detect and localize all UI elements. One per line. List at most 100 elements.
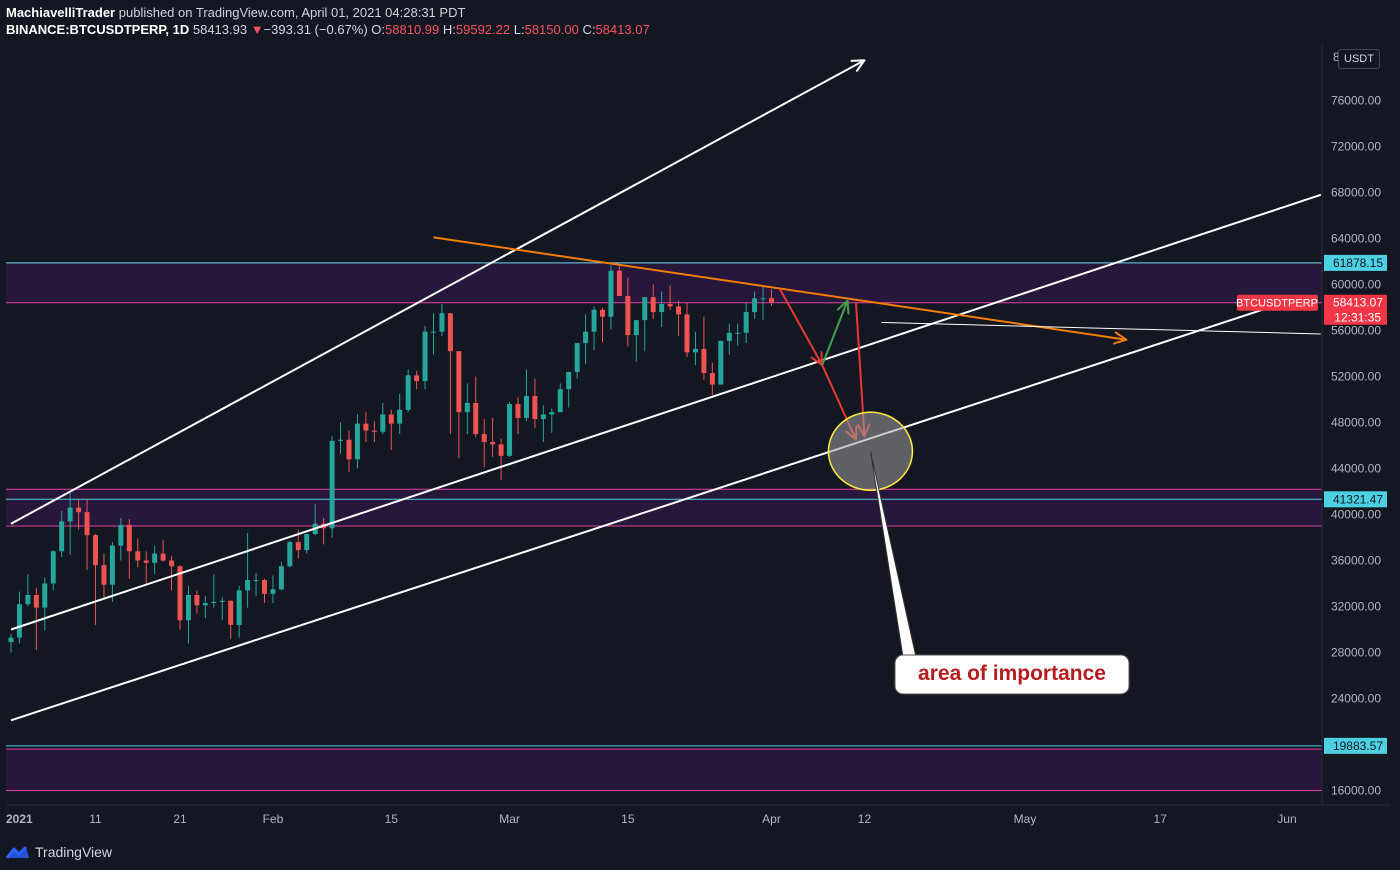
candle-body[interactable] [760,298,766,300]
candle-body[interactable] [431,331,436,333]
descending-resistance-line[interactable] [433,236,1127,341]
candle-body[interactable] [33,595,39,608]
candle-body[interactable] [481,434,487,443]
callout-box[interactable] [894,654,1130,695]
candle-body[interactable] [422,331,428,382]
candle-body[interactable] [701,348,707,374]
candle-body[interactable] [109,545,115,585]
candle-body[interactable] [67,507,73,522]
candle-body[interactable] [202,603,208,606]
candle-body[interactable] [752,298,758,313]
candle-body[interactable] [278,566,284,590]
candle-body[interactable] [650,297,656,313]
candle-body[interactable] [354,423,360,460]
candle-body[interactable] [76,507,82,513]
candle-body[interactable] [346,439,352,460]
candle-body[interactable] [447,313,453,352]
channel-trendline[interactable] [881,321,1321,335]
candle-body[interactable] [245,580,251,591]
red-projection-arrow[interactable] [779,288,824,366]
candle-body[interactable] [574,343,580,372]
callout-text[interactable]: area of importance [918,662,1106,685]
candle-body[interactable] [185,595,191,621]
candle-body[interactable] [743,312,749,333]
candle-body[interactable] [718,340,724,385]
candle-body[interactable] [50,551,56,584]
candle-body[interactable] [126,524,132,552]
candle-body[interactable] [194,595,200,606]
candle-body[interactable] [464,402,470,413]
candle-body[interactable] [42,583,48,608]
candle-body[interactable] [380,414,386,432]
candle-body[interactable] [304,534,310,551]
candle-body[interactable] [676,306,682,315]
candle-body[interactable] [659,304,665,313]
candle-body[interactable] [371,430,377,432]
candle-body[interactable] [16,604,22,638]
candle-body[interactable] [414,375,420,382]
candle-body[interactable] [490,442,496,445]
candle-body[interactable] [59,521,65,552]
candle-body[interactable] [397,409,403,424]
drawings-layer[interactable] [10,59,1322,722]
candle-body[interactable] [270,589,276,594]
candle-body[interactable] [608,270,614,317]
candle-body[interactable] [84,512,90,536]
tradingview-footer[interactable]: TradingView [6,842,112,862]
candle-body[interactable] [566,371,572,390]
candle-body[interactable] [667,304,673,307]
candle-body[interactable] [295,542,301,551]
candle-body[interactable] [600,309,605,317]
candle-body[interactable] [118,524,124,546]
candle-body[interactable] [363,423,369,431]
candles-layer[interactable] [8,264,775,653]
candle-body[interactable] [253,580,259,582]
candle-body[interactable] [456,351,462,413]
candle-body[interactable] [219,600,225,602]
candle-body[interactable] [625,296,631,336]
candle-body[interactable] [616,270,622,296]
candle-body[interactable] [549,412,555,415]
candle-body[interactable] [642,297,648,321]
candle-body[interactable] [152,553,158,563]
candle-body[interactable] [557,389,563,413]
candle-body[interactable] [160,553,166,561]
candle-body[interactable] [8,637,14,643]
candle-body[interactable] [101,565,107,585]
candle-body[interactable] [684,314,690,353]
candle-body[interactable] [532,396,538,420]
author-name[interactable]: MachiavelliTrader [6,5,116,20]
candle-body[interactable] [169,560,175,567]
candle-body[interactable] [498,444,504,456]
candle-body[interactable] [287,542,293,567]
candle-body[interactable] [93,535,98,566]
candle-body[interactable] [692,348,698,353]
candle-body[interactable] [633,320,639,336]
candle-body[interactable] [177,566,183,621]
candle-body[interactable] [439,313,445,332]
candle-body[interactable] [262,580,267,594]
candle-body[interactable] [507,404,513,456]
candle-body[interactable] [211,601,217,604]
candle-body[interactable] [515,404,521,418]
candle-body[interactable] [709,373,715,385]
candle-body[interactable] [735,332,741,334]
channel-trendline[interactable] [10,193,1322,631]
channel-trendline[interactable] [10,300,1288,722]
candle-body[interactable] [473,402,479,434]
candle-body[interactable] [591,309,597,332]
candle-body[interactable] [25,595,31,605]
candle-body[interactable] [338,439,344,441]
candle-body[interactable] [236,590,242,625]
candle-body[interactable] [523,396,529,418]
candle-body[interactable] [405,375,411,410]
green-projection-arrow[interactable] [821,300,849,366]
candle-body[interactable] [143,560,149,563]
currency-unit-button[interactable]: USDT [1338,49,1380,69]
candle-body[interactable] [540,414,546,420]
candle-body[interactable] [726,332,732,341]
candle-body[interactable] [329,440,335,529]
candle-body[interactable] [228,600,234,625]
candle-body[interactable] [135,551,141,561]
